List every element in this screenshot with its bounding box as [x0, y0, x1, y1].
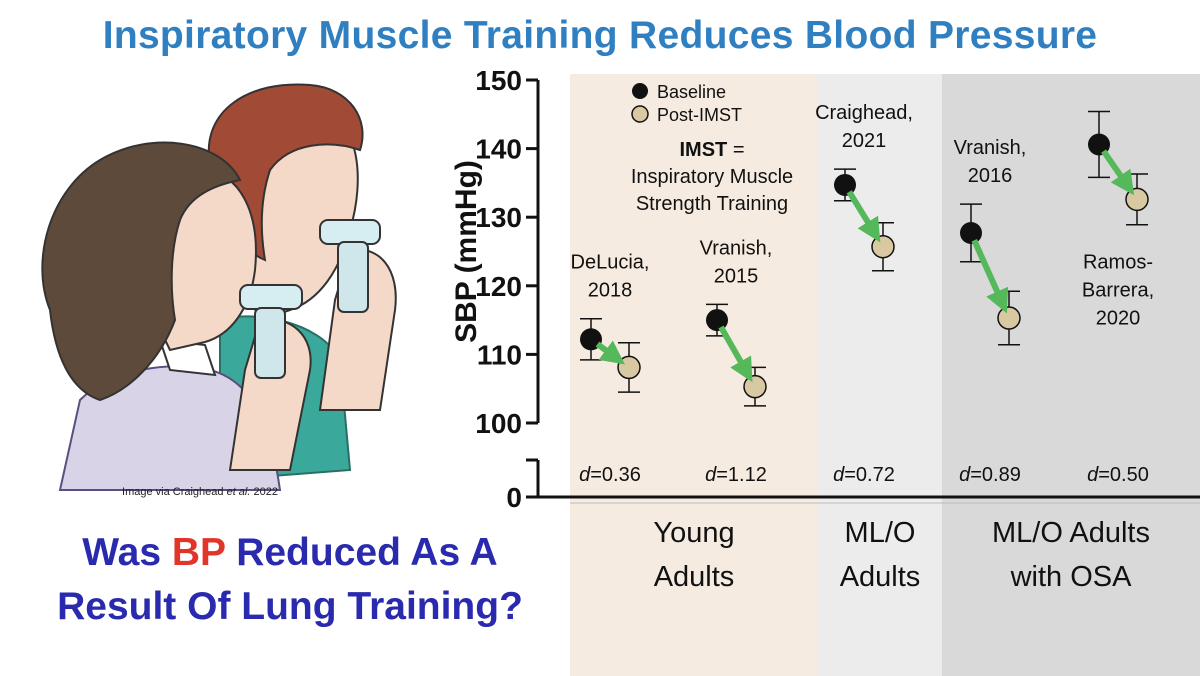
front-trainer-mouthpiece: [239, 284, 303, 310]
legend-label-post: Post-IMST: [657, 105, 742, 125]
group-label: Adults: [840, 561, 921, 593]
legend-marker-baseline: [632, 83, 648, 99]
study-label: 2016: [968, 165, 1013, 187]
page-title: Inspiratory Muscle Training Reduces Bloo…: [102, 14, 1098, 57]
y-tick-label: 100: [475, 408, 522, 439]
post-point: [617, 355, 641, 380]
study-label: 2015: [714, 265, 759, 287]
effect-size-label: d=0.89: [959, 464, 1021, 486]
group-band: [570, 74, 818, 676]
study-label: 2018: [588, 280, 633, 302]
group-label: with OSA: [1010, 561, 1133, 593]
change-arrow: [718, 325, 753, 383]
effect-size-label: d=0.72: [833, 464, 895, 486]
change-arrow: [595, 340, 625, 365]
study-label: Barrera,: [1082, 280, 1154, 302]
study-label: DeLucia,: [571, 252, 650, 274]
effect-size-label: d=0.36: [579, 464, 641, 486]
breathing-trainer-illustration: [41, 83, 397, 491]
baseline-point: [834, 173, 856, 196]
change-arrow: [971, 239, 1009, 314]
study-label: Ramos-: [1083, 252, 1153, 274]
effect-size-label: d=1.12: [705, 464, 767, 486]
question-line-1: Was BP Reduced As A: [82, 531, 498, 574]
group-band: [942, 74, 1200, 676]
study-label: Craighead,: [815, 102, 913, 124]
question-highlight: BP: [171, 531, 226, 574]
post-point: [1125, 187, 1149, 212]
front-trainer-body: [254, 307, 286, 379]
illustration-credit: Image via Craighead et al. 2022: [122, 486, 278, 498]
y-tick-label: 0: [506, 482, 522, 513]
back-trainer-body: [337, 241, 369, 313]
baseline-point: [1088, 133, 1110, 156]
y-tick-label: 140: [475, 134, 522, 165]
study-label: 2021: [842, 130, 887, 152]
change-arrow: [1101, 149, 1135, 196]
legend-marker-post: [631, 105, 649, 123]
post-point: [871, 234, 895, 259]
y-tick-label: 110: [477, 339, 522, 370]
group-label: Young: [653, 517, 734, 549]
group-label: ML/O Adults: [992, 517, 1150, 549]
post-point: [997, 306, 1021, 330]
study-label: Vranish,: [954, 137, 1027, 159]
group-label: Adults: [654, 561, 735, 593]
y-axis-label: SBP (mmHg): [450, 160, 483, 343]
y-tick-label: 130: [475, 202, 522, 233]
back-trainer-mouthpiece: [319, 219, 381, 245]
question-line-2: Result Of Lung Training?: [57, 585, 523, 628]
group-label: ML/O: [845, 517, 916, 549]
y-tick-label: 120: [475, 271, 522, 302]
legend-label-baseline: Baseline: [657, 82, 726, 102]
imst-definition-line: Strength Training: [636, 193, 788, 215]
baseline-point: [580, 328, 602, 351]
y-tick-label: 150: [475, 65, 522, 96]
post-point: [743, 374, 767, 399]
baseline-point: [960, 221, 982, 244]
imst-definition-title: IMST =: [679, 139, 744, 161]
study-label: 2020: [1096, 308, 1141, 330]
effect-size-label: d=0.50: [1087, 464, 1149, 486]
study-label: Vranish,: [700, 237, 773, 259]
change-arrow: [846, 190, 881, 243]
group-band: [818, 74, 942, 676]
front-person-hair: [41, 141, 242, 402]
baseline-point: [706, 309, 728, 332]
sbp-chart: Young Adults ML/O Adults ML/O Adults with OSA…: [450, 65, 1200, 676]
question-text: Was BP Reduced As A Result Of Lung Train…: [0, 526, 580, 634]
imst-definition-line: Inspiratory Muscle: [631, 166, 793, 188]
